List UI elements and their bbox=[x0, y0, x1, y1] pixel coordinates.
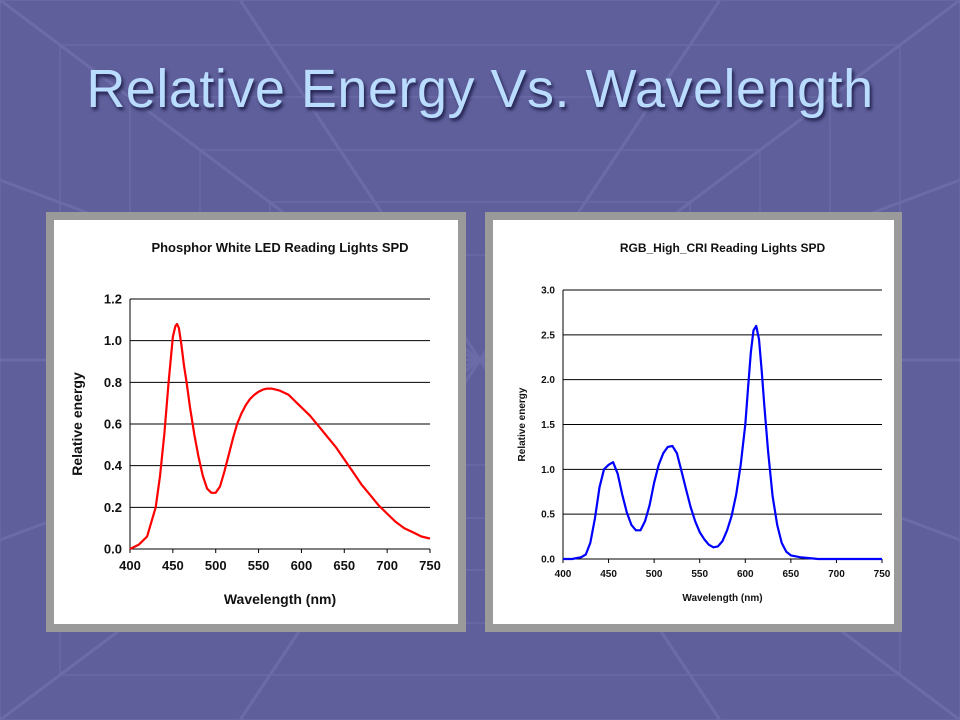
y-tick-label: 0.5 bbox=[541, 510, 555, 521]
x-tick-label: 600 bbox=[291, 558, 313, 573]
y-tick-label: 1.0 bbox=[104, 333, 122, 348]
y-tick-label: 3.0 bbox=[541, 286, 555, 297]
y-tick-label: 1.0 bbox=[541, 465, 555, 476]
x-tick-label: 550 bbox=[248, 558, 270, 573]
x-tick-label: 500 bbox=[646, 569, 663, 580]
y-tick-label: 0.0 bbox=[104, 542, 122, 557]
y-axis-label: Relative energy bbox=[69, 372, 85, 476]
chart-phosphor-white-led: Phosphor White LED Reading Lights SPD 0.0… bbox=[69, 240, 441, 607]
y-tick-label: 1.5 bbox=[541, 420, 555, 431]
chart-title: RGB_High_CRI Reading Lights SPD bbox=[620, 241, 826, 255]
chart-rgb-high-cri: RGB_High_CRI Reading Lights SPD 0.0 0.5 1.0… bbox=[517, 241, 891, 604]
chart-title: Phosphor White LED Reading Lights SPD bbox=[151, 240, 408, 255]
x-tick-label: 700 bbox=[376, 558, 398, 573]
x-tick-label: 550 bbox=[691, 569, 708, 580]
x-tick-label: 750 bbox=[419, 558, 441, 573]
x-tick-label: 500 bbox=[205, 558, 227, 573]
y-tick-label: 0.8 bbox=[104, 375, 122, 390]
series-line bbox=[129, 322, 431, 550]
series-line bbox=[563, 324, 882, 561]
x-tick-label: 450 bbox=[162, 558, 184, 573]
x-tick-label: 700 bbox=[828, 569, 845, 580]
x-tick-label: 650 bbox=[783, 569, 800, 580]
y-tick-label: 0.4 bbox=[104, 458, 123, 473]
y-tick-label: 2.0 bbox=[541, 375, 555, 386]
x-tick-label: 650 bbox=[333, 558, 355, 573]
x-tick-label: 400 bbox=[119, 558, 141, 573]
x-tick-label: 450 bbox=[600, 569, 617, 580]
chart-panel-phosphor: Phosphor White LED Reading Lights SPD 0.0… bbox=[46, 212, 466, 632]
y-tick-label: 0.6 bbox=[104, 417, 122, 432]
y-axis-label: Relative energy bbox=[517, 387, 528, 461]
y-tick-label: 1.2 bbox=[104, 292, 122, 307]
y-tick-label: 2.5 bbox=[541, 330, 555, 341]
chart-panel-rgb: RGB_High_CRI Reading Lights SPD 0.0 0.5 1.0… bbox=[485, 212, 902, 632]
y-tick-label: 0.0 bbox=[541, 555, 555, 566]
x-axis-label: Wavelength (nm) bbox=[682, 593, 762, 604]
x-tick-label: 400 bbox=[555, 569, 572, 580]
x-tick-label: 600 bbox=[737, 569, 754, 580]
x-tick-label: 750 bbox=[874, 569, 891, 580]
y-tick-label: 0.2 bbox=[104, 500, 122, 515]
x-axis-label: Wavelength (nm) bbox=[224, 591, 336, 607]
slide-title: Relative Energy Vs. Wavelength bbox=[86, 59, 874, 119]
